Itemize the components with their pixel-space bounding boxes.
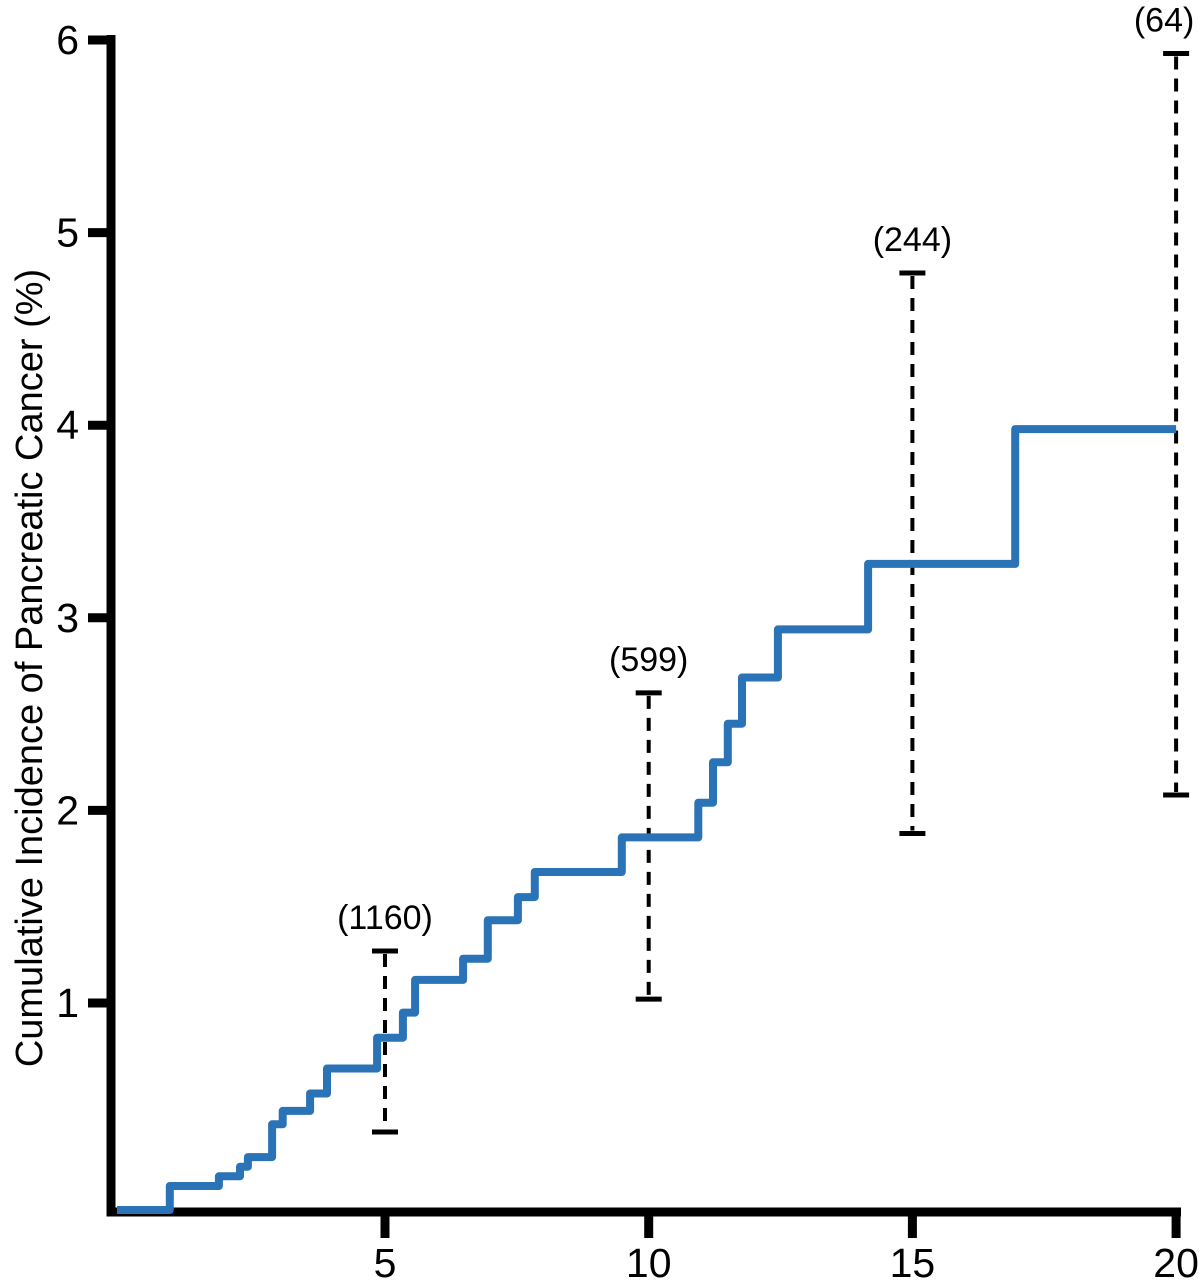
y-tick-label: 3	[56, 595, 79, 641]
at-risk-label: (244)	[873, 221, 952, 259]
x-tick-label: 10	[626, 1240, 672, 1280]
incidence-step-curve	[117, 425, 1177, 1214]
y-tick-label: 6	[56, 17, 79, 63]
x-tick-label: 15	[890, 1240, 936, 1280]
x-tick-label: 20	[1153, 1240, 1199, 1280]
y-tick-label: 1	[56, 980, 79, 1026]
y-tick-label: 5	[56, 210, 79, 256]
y-tick-label: 2	[56, 787, 79, 833]
y-axis-title: Cumulative Incidence of Pancreatic Cance…	[9, 269, 51, 1067]
y-tick-label: 4	[56, 402, 79, 448]
chart-dynamic-layer: 1 2 3 4 5 6 5 10 15 20 (1160) (599) (244) (64)	[56, 1, 1199, 1280]
x-tick-label: 5	[374, 1240, 397, 1280]
at-risk-label: (599)	[609, 641, 688, 679]
at-risk-label: (1160)	[337, 899, 433, 937]
at-risk-label: (64)	[1134, 1, 1194, 39]
